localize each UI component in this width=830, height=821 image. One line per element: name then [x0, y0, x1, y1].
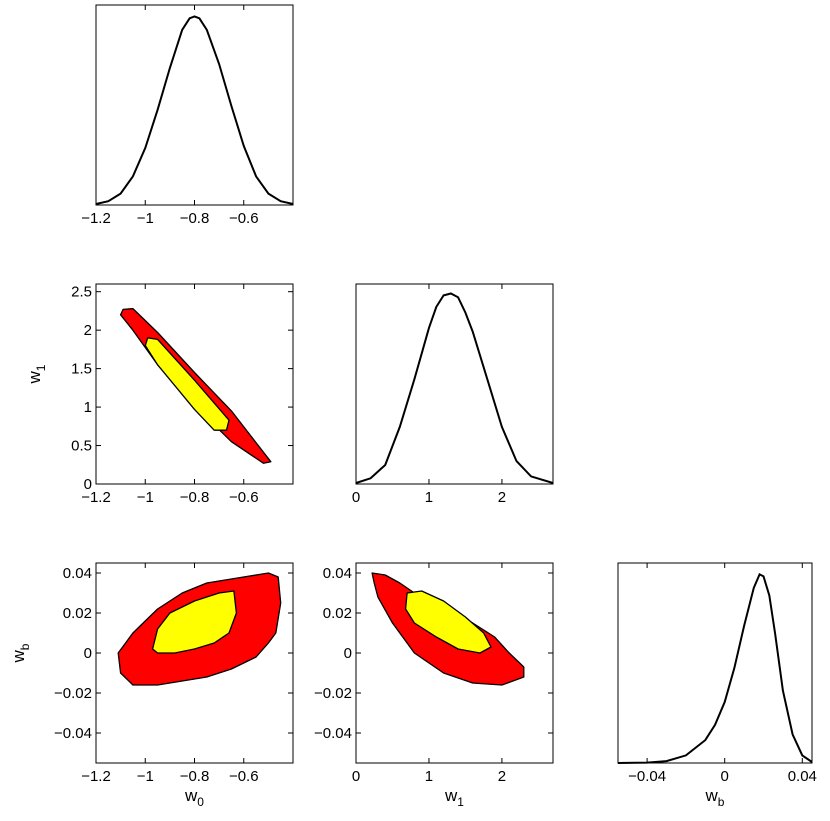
- panel-w0-marginal: −1.2 −1 −0.8 −0.6: [81, 4, 294, 227]
- x-tick-label: −1: [137, 768, 154, 785]
- y-tick-label: 0.04: [323, 565, 352, 582]
- contour-inner-wb-vs-w1: [404, 590, 492, 654]
- x-axis-label-wb-marginal: wb: [705, 786, 725, 809]
- panel-wb-vs-w1: 0 1 2 −0.04 −0.02 0 0.02 0.04 w1: [314, 562, 554, 809]
- x-tick-label: −0.04: [628, 768, 666, 785]
- y-tick-label: 0.04: [63, 565, 92, 582]
- x-tick-label: −1: [137, 489, 154, 506]
- y-tick-label: −0.02: [54, 685, 92, 702]
- y-tick-label: −0.04: [314, 725, 352, 742]
- axes-frame-w0-marginal: [95, 4, 294, 206]
- x-tick-label: 2: [498, 489, 506, 506]
- x-tick-label: −0.6: [229, 210, 259, 227]
- x-tick-label: −1: [137, 210, 154, 227]
- axes-frame-wb-marginal: [617, 562, 813, 764]
- y-tick-label: 1.5: [71, 361, 92, 378]
- x-tick-label: 0: [721, 768, 729, 785]
- y-tick-label: 0: [84, 476, 92, 493]
- x-axis-label-wb-vs-w0: w0: [184, 786, 204, 809]
- x-tick-label: 0: [352, 489, 360, 506]
- x-tick-label: −0.6: [229, 768, 259, 785]
- density-curve-wb-marginal: [617, 573, 813, 764]
- axes-frame-w1-marginal: [355, 283, 554, 485]
- y-tick-label: −0.02: [314, 685, 352, 702]
- x-tick-label: 0: [352, 768, 360, 785]
- x-axis-label-wb-vs-w1: w1: [444, 786, 464, 809]
- y-tick-label: 1: [84, 399, 92, 416]
- density-curve-w0-marginal: [95, 15, 294, 205]
- x-tick-label: 1: [425, 768, 433, 785]
- y-tick-label: 0.5: [71, 438, 92, 455]
- y-tick-label: −0.04: [54, 725, 92, 742]
- y-axis-label-w1-vs-w0: w1: [25, 364, 48, 384]
- x-tick-label: −1.2: [81, 210, 111, 227]
- contour-inner-w1-vs-w0: [144, 337, 230, 431]
- panel-wb-marginal: −0.04 0 0.04 wb: [617, 562, 817, 809]
- y-tick-label: 2: [84, 322, 92, 339]
- x-tick-label: −0.8: [180, 489, 210, 506]
- y-tick-label: 2.5: [71, 284, 92, 301]
- contour-inner-wb-vs-w0: [151, 590, 238, 654]
- x-tick-label: −0.8: [180, 210, 210, 227]
- x-tick-label: −0.6: [229, 489, 259, 506]
- x-tick-label: 0.04: [788, 768, 817, 785]
- y-axis-label-wb-vs-w0: wb: [9, 643, 32, 663]
- x-tick-label: −0.8: [180, 768, 210, 785]
- y-tick-label: 0.02: [323, 605, 352, 622]
- panel-w1-vs-w0: −1.2 −1 −0.8 −0.6 0 0.5 1 1.5 2 2.5 w1: [25, 283, 294, 506]
- x-tick-label: 1: [425, 489, 433, 506]
- y-tick-label: 0: [84, 645, 92, 662]
- density-curve-w1-marginal: [355, 292, 554, 484]
- x-tick-label: 2: [498, 768, 506, 785]
- panel-w1-marginal: 0 1 2: [352, 283, 554, 506]
- y-tick-label: 0.02: [63, 605, 92, 622]
- x-tick-label: −1.2: [81, 489, 111, 506]
- y-tick-label: 0: [344, 645, 352, 662]
- axes-frame-wb-vs-w1: [355, 562, 554, 764]
- x-tick-label: −1.2: [81, 768, 111, 785]
- panel-wb-vs-w0: −1.2 −1 −0.8 −0.6 −0.04 −0.02 0 0.02 0.04 w0 wb: [9, 562, 294, 809]
